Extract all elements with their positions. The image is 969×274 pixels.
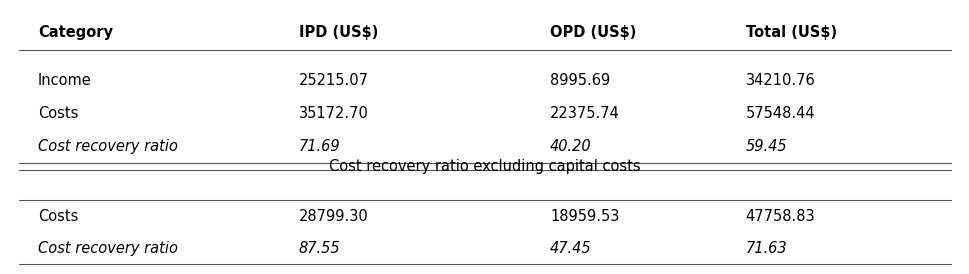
Text: 87.55: 87.55 <box>298 241 340 256</box>
Text: Category: Category <box>38 25 113 39</box>
Text: Cost recovery ratio: Cost recovery ratio <box>38 241 178 256</box>
Text: 71.69: 71.69 <box>298 139 340 154</box>
Text: Cost recovery ratio excluding capital costs: Cost recovery ratio excluding capital co… <box>328 159 641 174</box>
Text: 57548.44: 57548.44 <box>745 106 815 121</box>
Text: 35172.70: 35172.70 <box>298 106 368 121</box>
Text: 34210.76: 34210.76 <box>745 73 815 89</box>
Text: 71.63: 71.63 <box>745 241 787 256</box>
Text: 40.20: 40.20 <box>549 139 591 154</box>
Text: 8995.69: 8995.69 <box>549 73 610 89</box>
Text: 22375.74: 22375.74 <box>549 106 619 121</box>
Text: 25215.07: 25215.07 <box>298 73 368 89</box>
Text: Costs: Costs <box>38 106 78 121</box>
Text: 47758.83: 47758.83 <box>745 209 815 224</box>
Text: OPD (US$): OPD (US$) <box>549 25 636 39</box>
Text: 47.45: 47.45 <box>549 241 591 256</box>
Text: Income: Income <box>38 73 92 89</box>
Text: Total (US$): Total (US$) <box>745 25 836 39</box>
Text: 18959.53: 18959.53 <box>549 209 619 224</box>
Text: Cost recovery ratio: Cost recovery ratio <box>38 139 178 154</box>
Text: 59.45: 59.45 <box>745 139 787 154</box>
Text: 28799.30: 28799.30 <box>298 209 368 224</box>
Text: IPD (US$): IPD (US$) <box>298 25 378 39</box>
Text: Costs: Costs <box>38 209 78 224</box>
